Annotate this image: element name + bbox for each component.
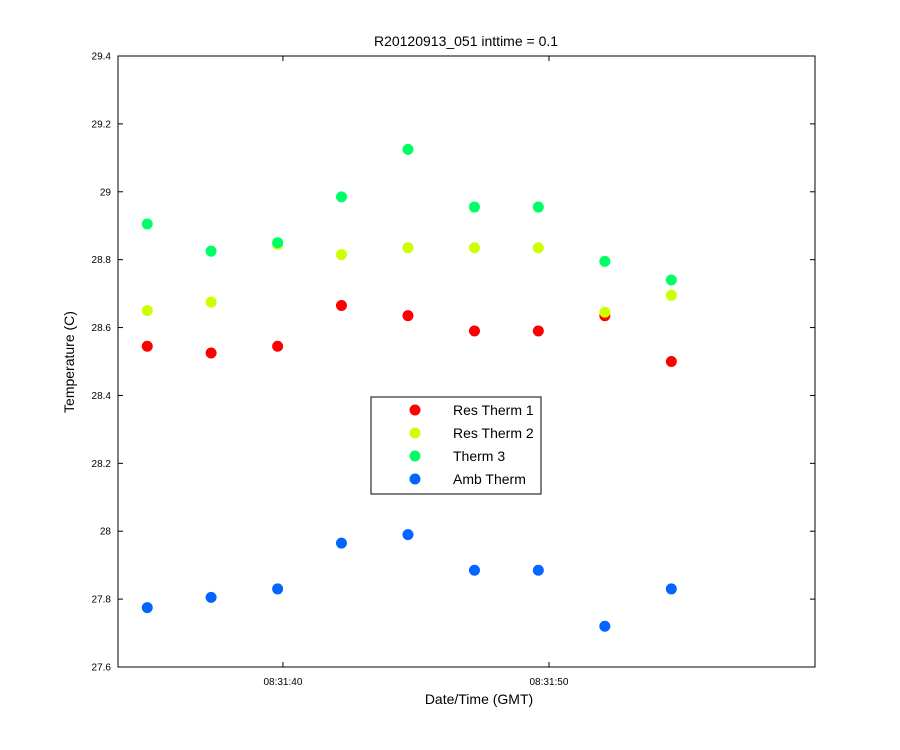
y-tick-label: 29.4 xyxy=(92,52,112,63)
legend-marker-res-therm-1 xyxy=(409,404,421,416)
point-amb-therm xyxy=(402,529,414,541)
point-res-therm-2 xyxy=(665,289,677,301)
legend-label-therm-3: Therm 3 xyxy=(453,448,505,464)
point-res-therm-1 xyxy=(468,325,480,337)
point-amb-therm xyxy=(665,583,677,595)
legend-label-amb-therm: Amb Therm xyxy=(453,471,526,487)
point-amb-therm xyxy=(468,564,480,576)
x-tick-label: 08:31:50 xyxy=(530,677,569,688)
point-res-therm-1 xyxy=(141,340,153,352)
point-therm-3 xyxy=(532,201,544,213)
point-res-therm-2 xyxy=(402,242,414,254)
point-amb-therm xyxy=(205,591,217,603)
y-axis-ticks: 27.6 27.8 28 28.2 28.4 28.6 28.8 29 29.2 29.4 xyxy=(92,52,815,674)
y-tick-label: 27.8 xyxy=(92,595,112,606)
y-tick-label: 28.2 xyxy=(92,459,112,470)
y-tick-label: 29.2 xyxy=(92,119,112,130)
x-axis-ticks: 08:31:40 08:31:50 xyxy=(263,56,569,688)
point-therm-3 xyxy=(205,245,217,257)
legend-marker-amb-therm xyxy=(409,473,421,485)
point-res-therm-2 xyxy=(335,249,347,261)
point-res-therm-1 xyxy=(665,356,677,367)
point-therm-3 xyxy=(272,237,284,249)
point-res-therm-1 xyxy=(205,347,217,359)
data-points xyxy=(141,143,677,632)
point-res-therm-1 xyxy=(532,325,544,337)
point-res-therm-1 xyxy=(272,340,284,352)
point-therm-3 xyxy=(599,255,611,267)
point-amb-therm xyxy=(272,583,284,595)
chart-title: R20120913_051 inttime = 0.1 xyxy=(374,33,558,49)
point-res-therm-2 xyxy=(532,242,544,254)
legend: Res Therm 1 Res Therm 2 Therm 3 Amb Ther… xyxy=(370,396,542,495)
point-therm-3 xyxy=(141,218,153,230)
point-therm-3 xyxy=(468,201,480,213)
point-res-therm-1 xyxy=(335,299,347,311)
point-amb-therm xyxy=(335,537,347,549)
point-res-therm-2 xyxy=(205,296,217,308)
legend-box xyxy=(370,396,542,495)
point-res-therm-2 xyxy=(468,242,480,254)
y-tick-label: 29 xyxy=(100,187,112,198)
y-axis-label: Temperature (C) xyxy=(61,311,77,413)
point-amb-therm xyxy=(599,620,611,632)
y-tick-label: 28 xyxy=(100,527,112,538)
point-therm-3 xyxy=(665,274,677,286)
legend-label-res-therm-2: Res Therm 2 xyxy=(453,425,534,441)
y-tick-label: 28.8 xyxy=(92,255,112,266)
legend-marker-res-therm-2 xyxy=(409,427,421,439)
point-therm-3 xyxy=(335,191,347,203)
point-res-therm-2 xyxy=(141,305,153,317)
point-amb-therm xyxy=(141,602,153,614)
point-amb-therm xyxy=(532,564,544,576)
point-res-therm-1 xyxy=(402,310,414,322)
y-tick-label: 27.6 xyxy=(92,663,112,674)
legend-marker-therm-3 xyxy=(409,450,421,462)
legend-label-res-therm-1: Res Therm 1 xyxy=(453,402,534,418)
point-res-therm-2 xyxy=(599,306,611,318)
y-tick-label: 28.6 xyxy=(92,323,112,334)
y-tick-label: 28.4 xyxy=(92,391,112,402)
plot-area xyxy=(117,55,816,668)
point-therm-3 xyxy=(402,143,414,155)
x-tick-label: 08:31:40 xyxy=(263,677,302,688)
x-axis-label: Date/Time (GMT) xyxy=(425,691,533,707)
